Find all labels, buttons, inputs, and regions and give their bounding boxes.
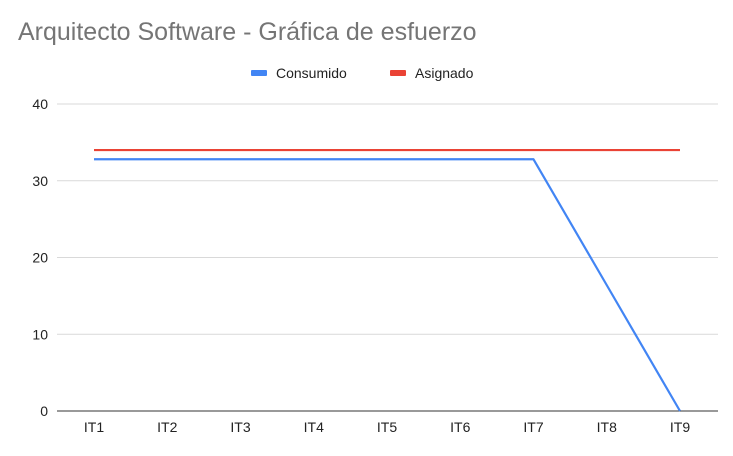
- x-tick-label: IT1: [84, 419, 104, 435]
- y-axis-ticks: 0 10 20 30 40: [32, 96, 48, 419]
- legend-swatch: [251, 70, 267, 76]
- y-tick-label: 10: [32, 326, 48, 342]
- chart-title: Arquitecto Software - Gráfica de esfuerz…: [18, 18, 477, 46]
- y-tick-label: 20: [32, 250, 48, 266]
- x-axis-ticks: IT1 IT2 IT3 IT4 IT5 IT6 IT7 IT8 IT9: [84, 419, 690, 435]
- x-tick-label: IT9: [670, 419, 690, 435]
- x-tick-label: IT2: [157, 419, 177, 435]
- x-tick-label: IT7: [523, 419, 543, 435]
- series-lines: [94, 148, 681, 412]
- grid-lines: [57, 103, 718, 412]
- x-tick-label: IT5: [377, 419, 397, 435]
- legend-label: Consumido: [276, 65, 347, 81]
- x-tick-label: IT8: [597, 419, 617, 435]
- x-tick-label: IT4: [304, 419, 324, 435]
- y-tick-label: 0: [40, 403, 48, 419]
- series-line-consumido: [94, 158, 681, 412]
- legend: Consumido Asignado: [251, 65, 474, 81]
- legend-swatch: [390, 70, 406, 76]
- x-tick-label: IT6: [450, 419, 470, 435]
- legend-label: Asignado: [415, 65, 474, 81]
- y-tick-label: 40: [32, 96, 48, 112]
- y-tick-label: 30: [32, 173, 48, 189]
- x-tick-label: IT3: [230, 419, 250, 435]
